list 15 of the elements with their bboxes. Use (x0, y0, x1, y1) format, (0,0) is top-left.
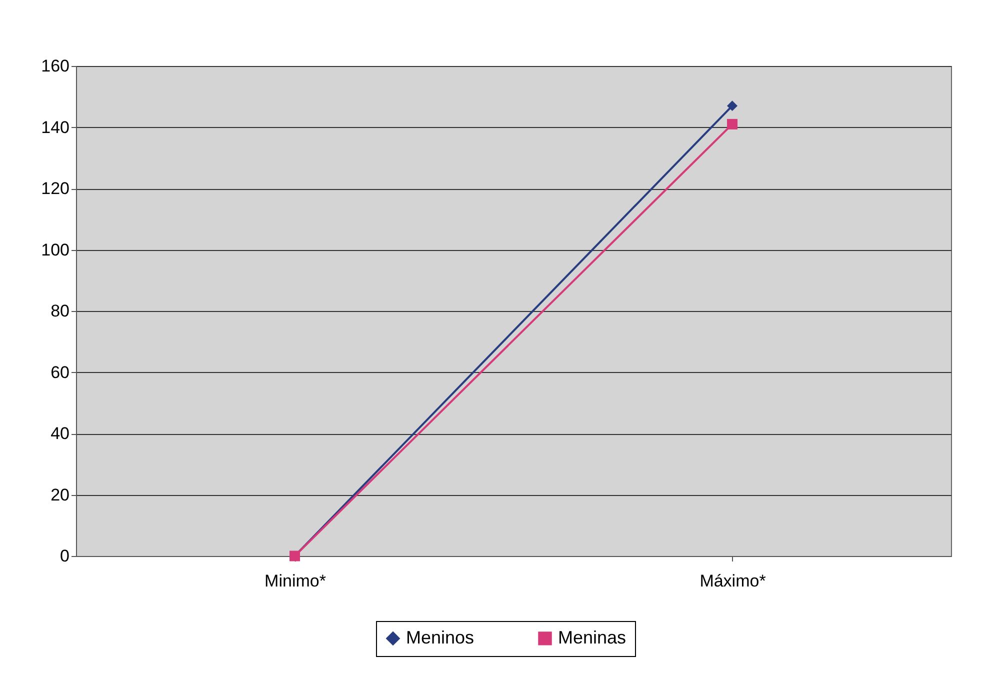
legend-label: Meninas (558, 627, 626, 648)
y-tick-label: 80 (50, 302, 70, 320)
y-tick-label: 100 (41, 240, 70, 260)
y-tick-label: 20 (50, 485, 70, 504)
y-tick-label: 40 (50, 424, 70, 443)
legend-label: Meninos (406, 627, 474, 648)
y-tick-label: 0 (60, 546, 70, 566)
y-tick-label: 140 (41, 118, 70, 137)
point (727, 100, 738, 112)
point (727, 118, 738, 130)
y-tick-label: 120 (41, 179, 70, 198)
x-tick-label: Minimo* (264, 572, 326, 590)
x-tick-label: Máximo* (700, 572, 766, 590)
y-tick-label: 60 (50, 362, 70, 382)
y-tick-label: 160 (41, 56, 70, 76)
